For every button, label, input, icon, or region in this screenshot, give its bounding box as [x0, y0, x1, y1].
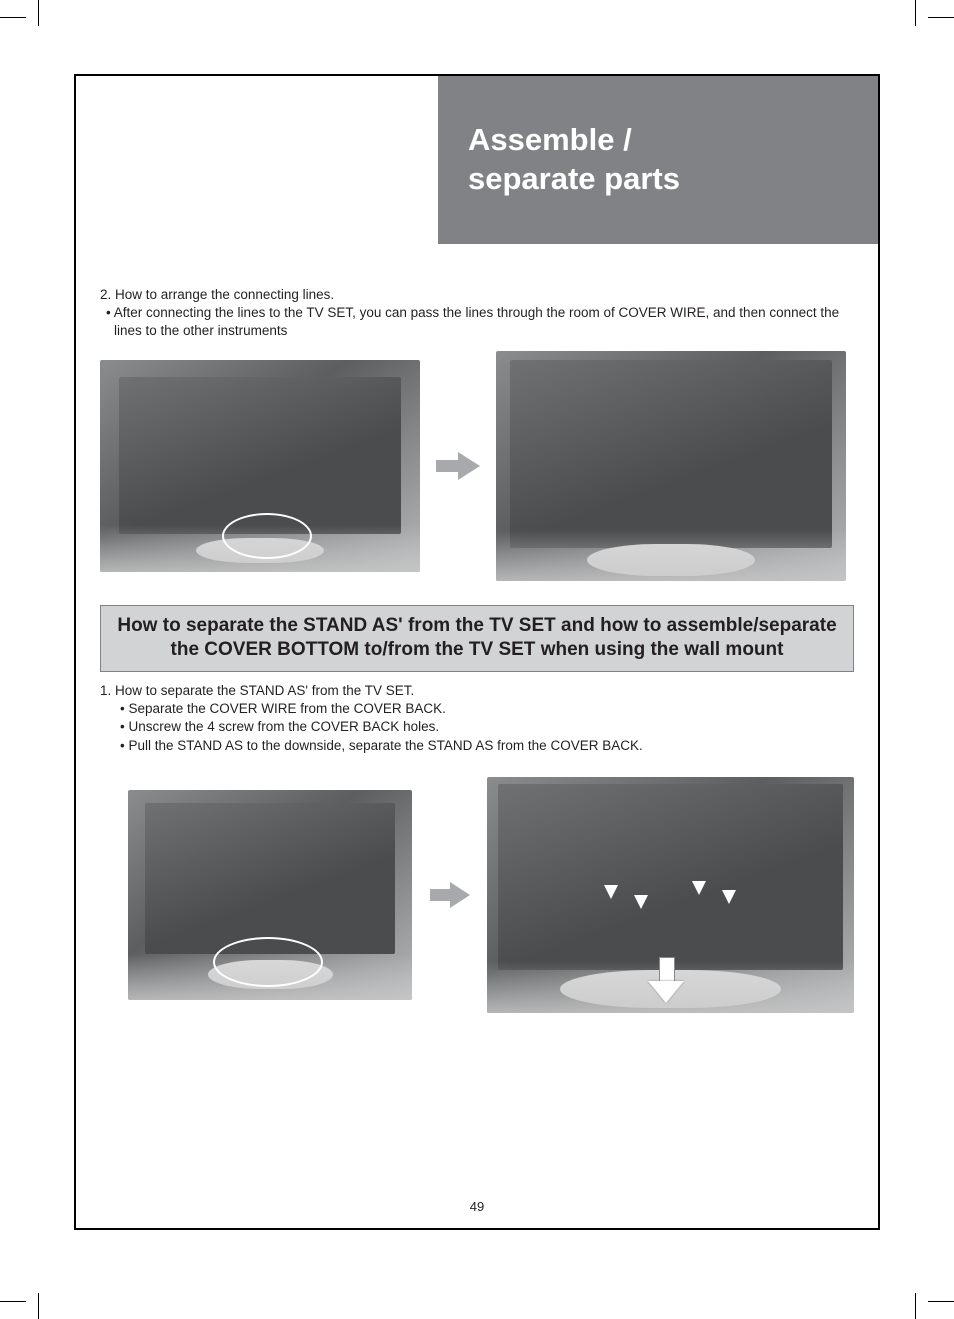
figure-stand-screws-closeup [487, 777, 854, 1013]
page-number: 49 [76, 1199, 878, 1214]
figure-row-1 [100, 351, 854, 581]
figure-tv-back-wide [100, 360, 420, 572]
crop-mark [915, 1293, 916, 1319]
section2-bullet1: Separate the COVER WIRE from the COVER B… [100, 700, 854, 718]
arrow-right-icon [430, 882, 468, 908]
page-title-line1: Assemble / [468, 121, 878, 160]
arrow-down-large-icon [648, 957, 684, 1003]
page-title-line2: separate parts [468, 160, 878, 199]
figure-row-2 [100, 777, 854, 1013]
section2-step: 1. How to separate the STAND AS' from th… [100, 682, 854, 700]
crop-mark [38, 1293, 39, 1319]
section1-step: 2. How to arrange the connecting lines. [100, 286, 854, 304]
arrow-down-icon [604, 885, 618, 905]
header-band: Assemble / separate parts [438, 76, 878, 244]
section1-bullet1: After connecting the lines to the TV SET… [100, 304, 854, 340]
figure-tv-back-stand [128, 790, 412, 1000]
arrow-right-icon [436, 452, 480, 480]
crop-mark [928, 17, 954, 18]
step-title: How to separate the STAND AS' from the T… [115, 683, 414, 698]
section2-block: 1. How to separate the STAND AS' from th… [100, 682, 854, 755]
crop-mark [0, 17, 26, 18]
step-number: 2. [100, 287, 111, 302]
crop-mark [38, 0, 39, 26]
step-number: 1. [100, 683, 111, 698]
page-frame: Assemble / separate parts 2. How to arra… [74, 74, 880, 1230]
arrow-down-icon [722, 890, 736, 910]
crop-mark [0, 1301, 26, 1302]
section2-bullet2: Unscrew the 4 screw from the COVER BACK … [100, 718, 854, 736]
section-heading-bar: How to separate the STAND AS' from the T… [100, 605, 854, 672]
section2-bullet3: Pull the STAND AS to the downside, separ… [100, 737, 854, 755]
figure-cover-wire-closeup [496, 351, 846, 581]
step-title: How to arrange the connecting lines. [115, 287, 334, 302]
crop-mark [928, 1301, 954, 1302]
arrow-down-icon [634, 895, 648, 915]
crop-mark [915, 0, 916, 26]
arrow-down-icon [692, 881, 706, 901]
content-area: 2. How to arrange the connecting lines. … [100, 286, 854, 1013]
